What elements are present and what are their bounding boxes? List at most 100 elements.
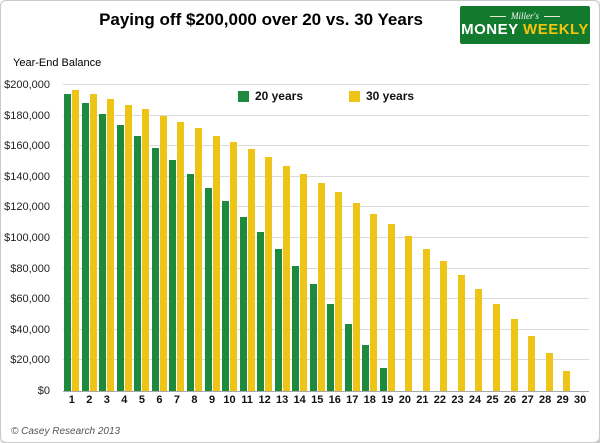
bar-group: [238, 85, 256, 391]
x-axis-label: 10: [223, 394, 236, 406]
footer-credit: © Casey Research 2013: [11, 426, 121, 437]
legend-item-30-years: 30 years: [349, 89, 414, 103]
bar-30-years: [142, 109, 150, 391]
bar-20-years: [257, 231, 265, 391]
chart-title: Paying off $200,000 over 20 vs. 30 Years: [99, 10, 423, 29]
bar-group: [554, 85, 572, 391]
bar-30-years: [247, 149, 255, 391]
bar-30-years: [230, 141, 238, 391]
y-axis-label: $100,000: [4, 232, 50, 244]
bar-30-years: [528, 335, 536, 391]
bar-30-years: [352, 202, 360, 391]
bar-20-years: [64, 94, 72, 391]
bar-30-years: [265, 156, 273, 391]
y-axis-label: $60,000: [10, 293, 50, 306]
bar-20-years: [116, 124, 124, 391]
bar-30-years: [300, 173, 308, 391]
bar-30-years: [317, 182, 325, 391]
legend-item-20-years: 20 years: [237, 89, 303, 103]
x-axis-label: 1: [68, 394, 75, 406]
gridline: [63, 328, 589, 330]
x-axis-label: 27: [521, 394, 534, 406]
x-axis-label: 30: [574, 394, 587, 406]
bar-20-years: [134, 135, 142, 391]
bar-30-years: [510, 319, 518, 391]
bar-group: [168, 85, 186, 391]
y-axis-label: $80,000: [10, 262, 50, 275]
x-axis-label: 25: [486, 394, 499, 406]
bar-30-years: [194, 127, 202, 391]
x-axis-label: 16: [328, 394, 341, 406]
x-axis-label: 24: [468, 394, 482, 406]
bar-group: [484, 85, 502, 391]
bar-20-years: [151, 147, 159, 391]
x-axis-label: 3: [103, 394, 110, 406]
bar-30-years: [212, 135, 220, 391]
bar-group: [571, 85, 589, 391]
bar-20-years: [222, 201, 230, 391]
brand-tagline: Miller's: [490, 10, 560, 21]
bar-20-years: [204, 187, 212, 391]
bar-group: [379, 85, 397, 391]
y-axis-title: Year-End Balance: [13, 57, 102, 69]
bar-group: [344, 85, 362, 391]
legend: 20 years 30 years: [63, 89, 589, 103]
bar-group: [396, 85, 414, 391]
legend-swatch-30-years: [349, 90, 360, 102]
gridline: [63, 175, 589, 177]
x-axis-label: 21: [416, 394, 429, 406]
bar-group: [116, 85, 134, 391]
bar-20-years: [239, 216, 247, 391]
gridline: [63, 359, 589, 361]
legend-label-30-years: 30 years: [366, 89, 415, 103]
y-axis-label: $180,000: [4, 109, 50, 122]
gridline: [63, 206, 589, 208]
x-axis-label: 26: [503, 394, 517, 406]
x-axis-label: 20: [398, 394, 411, 406]
bar-group: [308, 85, 326, 391]
gridline: [63, 145, 589, 147]
x-axis-label: 5: [138, 394, 145, 406]
x-axis-label: 22: [433, 394, 447, 406]
bar-group: [449, 85, 467, 391]
brand-name: MONEY WEEKLY: [461, 21, 589, 39]
y-axis-label: $160,000: [4, 140, 50, 153]
x-axis-label: 8: [191, 394, 198, 406]
x-axis-label: 9: [208, 394, 216, 406]
bars-container: [63, 85, 589, 391]
x-axis-label: 15: [311, 394, 324, 406]
bar-20-years: [379, 368, 387, 391]
bar-30-years: [159, 115, 167, 391]
bar-20-years: [81, 103, 89, 391]
bar-20-years: [169, 159, 177, 391]
brand-tagline-text: Miller's: [511, 10, 539, 21]
bar-group: [63, 85, 81, 391]
y-axis-labels: $0 $20,000 $40,000 $60,000 $80,000 $100,000 $1…: [1, 79, 57, 397]
bar-group: [361, 85, 379, 391]
x-axis-label: 12: [258, 394, 271, 406]
legend-swatch-20-years: [237, 90, 249, 102]
x-axis-label: 14: [293, 394, 306, 406]
y-axis-label: $120,000: [4, 201, 50, 214]
bar-group: [414, 85, 432, 391]
bar-20-years: [327, 303, 335, 391]
bar-group: [519, 85, 537, 391]
bar-30-years: [493, 303, 501, 391]
bar-group: [186, 85, 204, 391]
brand-money-text: MONEY: [461, 20, 519, 38]
x-axis-label: 7: [173, 394, 181, 406]
bar-30-years: [335, 192, 343, 391]
bar-30-years: [107, 98, 115, 391]
y-axis-label: $0: [37, 385, 50, 397]
x-axis-label: 4: [121, 394, 128, 406]
bar-30-years: [177, 121, 185, 391]
bar-30-years: [89, 94, 97, 391]
bar-30-years: [124, 104, 132, 391]
bar-20-years: [309, 283, 317, 391]
x-axis-label: 23: [451, 394, 464, 406]
bar-30-years: [405, 236, 413, 391]
gridline: [63, 114, 589, 116]
brand-logo: Miller's MONEY WEEKLY: [460, 6, 590, 44]
bar-20-years: [292, 265, 300, 391]
